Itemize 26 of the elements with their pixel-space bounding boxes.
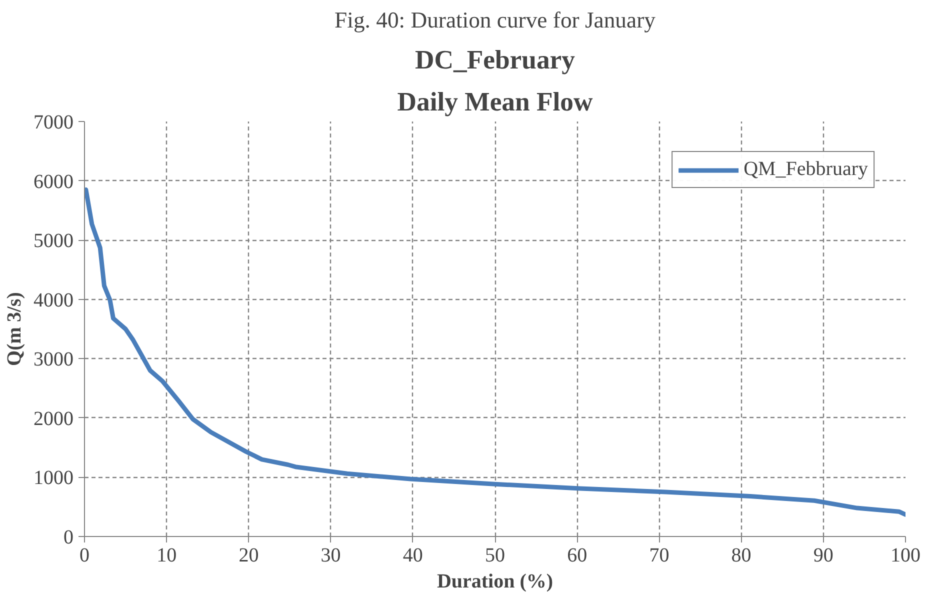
y-tick-label: 4000	[34, 289, 74, 312]
x-tick-label: 40	[402, 544, 423, 566]
x-axis-title: Duration (%)	[436, 570, 554, 592]
x-tick-label: 100	[890, 544, 920, 566]
x-tick-label: 30	[320, 544, 341, 566]
caption: Fig. 40: Duration curve for January	[334, 8, 656, 32]
chart-subtitle: Daily Mean Flow	[397, 86, 594, 116]
x-tick-label: 80	[731, 544, 752, 566]
y-tick-label: 2000	[34, 408, 74, 430]
x-tick-label: 70	[649, 544, 670, 566]
x-tick-label: 60	[567, 544, 588, 566]
y-tick-label: 3000	[34, 348, 74, 371]
y-tick-label: 7000	[34, 112, 74, 134]
y-tick-label: 0	[64, 526, 74, 548]
line-series	[84, 187, 906, 517]
x-tick-label: 0	[80, 544, 90, 566]
x-tick-label: 10	[156, 544, 177, 566]
y-axis-title: Q(m 3/s)	[4, 292, 26, 366]
x-tick-label: 20	[238, 544, 259, 566]
x-tick-label: 50	[485, 544, 505, 566]
legend-label: QM_Febbruary	[744, 158, 868, 181]
x-tick-label: 90	[813, 544, 834, 566]
y-tick-label: 1000	[34, 467, 74, 490]
y-tick-label: 6000	[34, 170, 74, 193]
chart-title: DC_February	[415, 44, 576, 74]
y-tick-label: 5000	[34, 230, 74, 252]
